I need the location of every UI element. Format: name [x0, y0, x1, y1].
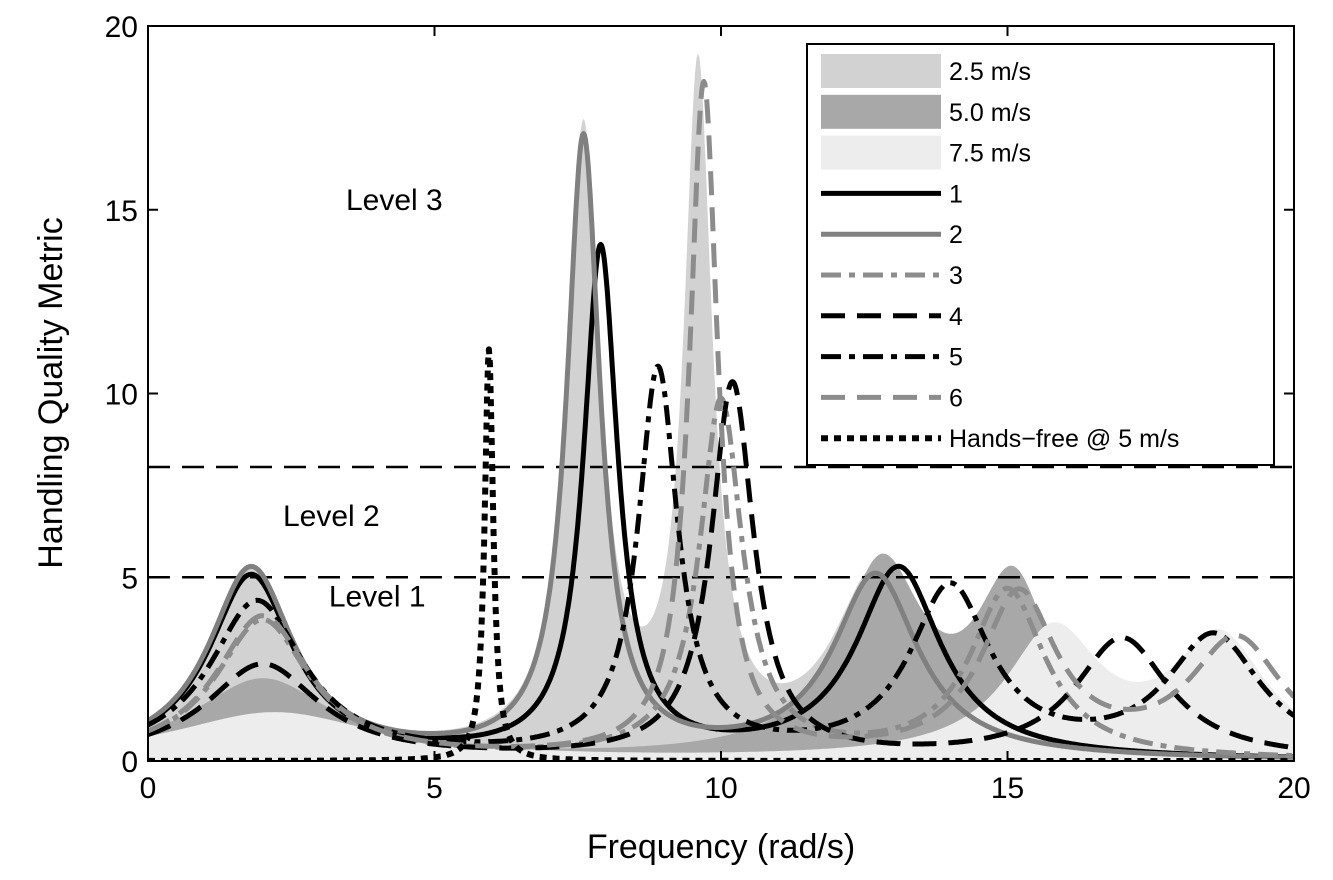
series-layer	[148, 78, 1294, 761]
legend-swatch-1	[821, 54, 941, 88]
legend-label-7: 4	[949, 303, 963, 331]
legend-label-10: Hands−free @ 5 m/s	[949, 425, 1179, 453]
legend-label-3: 7.5 m/s	[949, 140, 1031, 168]
x-tick-label: 0	[140, 772, 157, 805]
series-line-5	[148, 363, 1294, 745]
legend-label-1: 2.5 m/s	[949, 58, 1031, 86]
y-tick-label: 15	[105, 195, 138, 228]
x-tick-label: 10	[704, 772, 737, 805]
legend-label-2: 5.0 m/s	[949, 99, 1031, 127]
legend-label-9: 6	[949, 384, 963, 412]
level-label-3: Level 1	[329, 581, 426, 614]
x-axis-label: Frequency (rad/s)	[587, 828, 855, 866]
legend-swatch-2	[821, 94, 941, 129]
threshold-layer	[148, 465, 1294, 579]
x-tick-label: 15	[991, 772, 1024, 805]
series-line-6	[148, 78, 1294, 749]
x-tick-label: 5	[426, 772, 443, 805]
y-tick-label: 0	[121, 746, 138, 779]
legend-label-5: 2	[949, 221, 963, 249]
level-label-layer: Level 3 Level 2 Level 1	[283, 184, 443, 614]
y-tick-label: 20	[105, 11, 138, 44]
legend-label-8: 5	[949, 344, 963, 372]
level-label-1: Level 3	[346, 184, 443, 217]
legend-swatch-3	[821, 135, 941, 170]
y-tick-label: 5	[121, 562, 138, 595]
x-tick-label: 20	[1277, 772, 1310, 805]
legend-label-6: 3	[949, 262, 963, 290]
level-label-2: Level 2	[283, 500, 380, 533]
legend: 2.5 m/s 5.0 m/s 7.5 m/s 1 2 3 4 5 6 Hands−free @ …	[806, 43, 1275, 466]
legend-label-4: 1	[949, 180, 963, 208]
y-tick-label: 10	[105, 379, 138, 412]
y-axis-label: Handling Quality Metric	[32, 217, 70, 568]
